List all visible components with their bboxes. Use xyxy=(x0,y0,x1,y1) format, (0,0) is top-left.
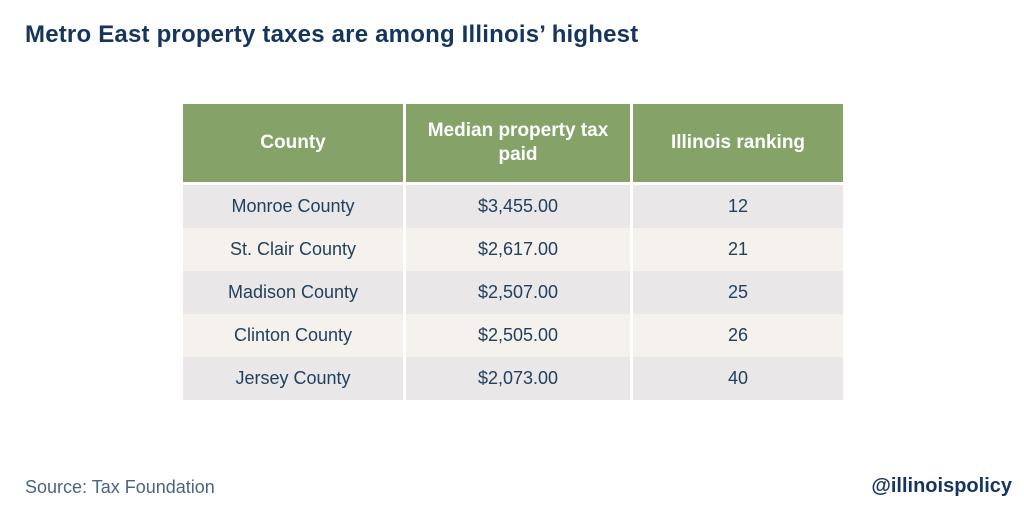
cell-rank: 25 xyxy=(633,271,843,314)
cell-tax: $2,617.00 xyxy=(406,228,630,271)
page-title: Metro East property taxes are among Illi… xyxy=(25,21,639,48)
cell-tax: $2,073.00 xyxy=(406,357,630,400)
cell-tax: $2,507.00 xyxy=(406,271,630,314)
cell-rank: 12 xyxy=(633,185,843,228)
cell-rank: 26 xyxy=(633,314,843,357)
cell-county: Madison County xyxy=(183,271,403,314)
column-header-ranking: Illinois ranking xyxy=(633,104,843,182)
cell-county: St. Clair County xyxy=(183,228,403,271)
source-note: Source: Tax Foundation xyxy=(25,477,215,497)
table-row: Clinton County $2,505.00 26 xyxy=(183,314,843,357)
cell-rank: 21 xyxy=(633,228,843,271)
column-header-median-tax: Median property tax paid xyxy=(406,104,630,182)
table-header-row: County Median property tax paid Illinois… xyxy=(183,104,843,182)
cell-tax: $3,455.00 xyxy=(406,185,630,228)
cell-tax: $2,505.00 xyxy=(406,314,630,357)
table-row: Madison County $2,507.00 25 xyxy=(183,271,843,314)
property-tax-table: County Median property tax paid Illinois… xyxy=(183,104,843,400)
table-row: Monroe County $3,455.00 12 xyxy=(183,185,843,228)
table-row: St. Clair County $2,617.00 21 xyxy=(183,228,843,271)
cell-county: Jersey County xyxy=(183,357,403,400)
cell-county: Clinton County xyxy=(183,314,403,357)
column-header-county: County xyxy=(183,104,403,182)
table-row: Jersey County $2,073.00 40 xyxy=(183,357,843,400)
cell-rank: 40 xyxy=(633,357,843,400)
table-body: Monroe County $3,455.00 12 St. Clair Cou… xyxy=(183,185,843,400)
cell-county: Monroe County xyxy=(183,185,403,228)
social-handle: @illinoispolicy xyxy=(871,475,1012,497)
